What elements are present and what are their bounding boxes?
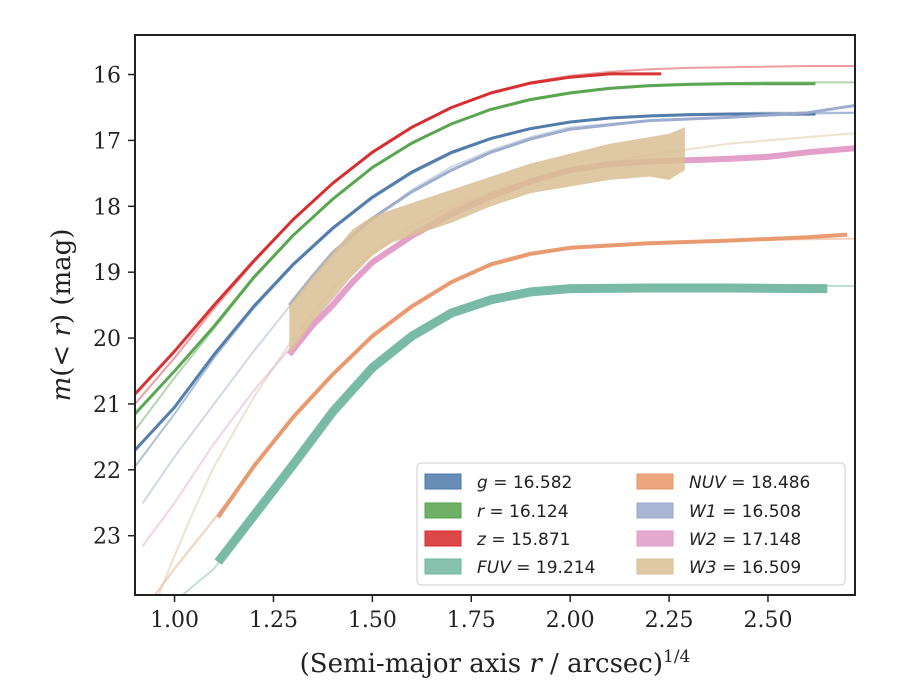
x-tick-label: 2.50 bbox=[743, 608, 792, 633]
y-tick-label: 23 bbox=[93, 525, 121, 550]
y-tick-label: 16 bbox=[93, 64, 121, 89]
curve-nuv bbox=[216, 232, 848, 519]
legend-swatch-nuv bbox=[636, 473, 674, 490]
y-tick-label: 17 bbox=[93, 129, 121, 154]
legend-swatch-w3 bbox=[636, 558, 674, 575]
x-tick-label: 1.75 bbox=[447, 608, 496, 633]
legend-label-r: r = 16.124 bbox=[477, 502, 569, 522]
y-tick-label: 21 bbox=[93, 393, 121, 418]
band-w3 bbox=[289, 127, 685, 355]
legend-label-w1: W1 = 16.508 bbox=[689, 502, 801, 522]
legend-box bbox=[416, 462, 846, 586]
legend-label-fuv: FUV = 19.214 bbox=[477, 558, 595, 578]
y-tick-label: 20 bbox=[93, 327, 121, 352]
legend-label-w2: W2 = 17.148 bbox=[689, 530, 801, 550]
curve-g bbox=[135, 112, 816, 452]
legend-label-z: z = 15.871 bbox=[476, 530, 570, 550]
curve-r bbox=[135, 82, 816, 415]
legend-swatch-w1 bbox=[636, 502, 674, 519]
measured-profiles bbox=[135, 72, 855, 565]
y-axis-label: m(< r) (mag) bbox=[47, 229, 77, 402]
legend-swatch-r bbox=[424, 502, 462, 519]
legend-swatch-w2 bbox=[636, 530, 674, 547]
x-tick-label: 1.00 bbox=[150, 608, 199, 633]
curve-fuv bbox=[214, 283, 828, 565]
x-axis-label: (Semi-major axis r / arcsec)1/4 bbox=[300, 647, 691, 679]
y-tick-label: 19 bbox=[93, 261, 121, 286]
x-tick-label: 2.00 bbox=[546, 608, 595, 633]
legend-label-w3: W3 = 16.509 bbox=[689, 558, 801, 578]
legend-swatch-g bbox=[424, 473, 462, 490]
x-tick-label: 2.25 bbox=[645, 608, 694, 633]
legend-label-nuv: NUV = 18.486 bbox=[689, 473, 810, 493]
plot-frame bbox=[134, 34, 856, 596]
x-tick-label: 1.25 bbox=[249, 608, 298, 633]
y-tick-label: 22 bbox=[93, 459, 121, 484]
legend-label-g: g = 16.582 bbox=[477, 473, 572, 493]
axis-ticks: 1.00 1.25 1.50 1.75 2.00 2.25 2.50 16 17 18 19 20 21… bbox=[93, 64, 792, 633]
legend: g = 16.582 r = 16.124 z = 15.871 FUV = 19.2… bbox=[416, 462, 846, 586]
curve-z bbox=[135, 72, 662, 396]
x-tick-label: 1.50 bbox=[348, 608, 397, 633]
y-tick-label: 18 bbox=[93, 195, 121, 220]
legend-swatch-z bbox=[424, 530, 462, 547]
legend-swatch-fuv bbox=[424, 558, 462, 575]
